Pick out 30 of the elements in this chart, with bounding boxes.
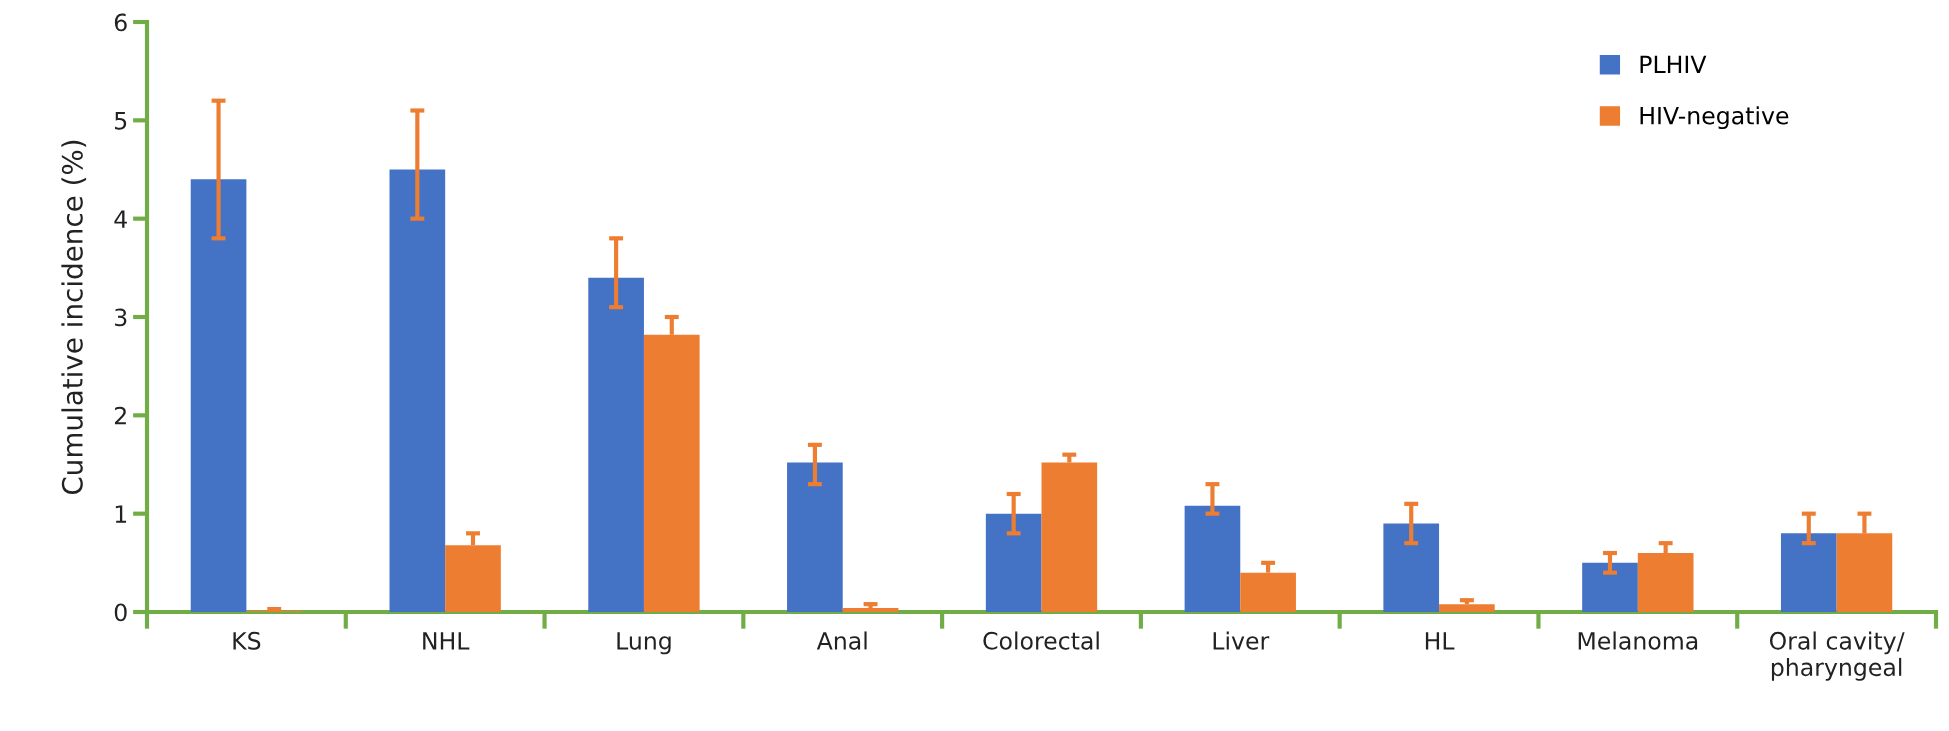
y-tick-label: 3	[115, 308, 127, 327]
x-tick-label: Melanoma	[1578, 631, 1698, 650]
bar	[1184, 505, 1241, 612]
y-tick-label: 1	[115, 505, 127, 523]
bar	[985, 513, 1042, 612]
y-tick-label: 2	[114, 406, 126, 425]
x-tick-label: KS	[233, 631, 261, 650]
x-tick-label: Colorectal	[983, 631, 1099, 650]
bar	[1582, 562, 1638, 612]
bar	[1780, 533, 1837, 612]
y-tick-label: 4	[114, 210, 127, 228]
bar	[1439, 604, 1495, 612]
x-tick-label: Anal	[816, 631, 867, 650]
y-tick-label: 6	[114, 13, 127, 32]
x-tick-label: HL	[1425, 632, 1455, 650]
bar	[190, 179, 247, 612]
x-tick-label: Oral cavity/ pharyngeal	[1769, 631, 1905, 681]
legend-label: PLHIV	[1640, 55, 1707, 73]
legend-label: HIV-negative	[1640, 106, 1789, 130]
x-tick-label: Liver	[1213, 631, 1270, 650]
x-tick-label: Lung	[617, 632, 671, 655]
x-tick-label: NHL	[423, 632, 470, 650]
bar	[389, 169, 446, 612]
bar	[1383, 523, 1440, 612]
y-tick-label: 0	[114, 603, 127, 622]
y-axis-title: Cumulative incidence (%)	[61, 140, 87, 495]
bar	[787, 462, 843, 612]
bar	[588, 277, 644, 612]
y-tick-label: 5	[115, 112, 127, 130]
bar	[842, 608, 899, 612]
